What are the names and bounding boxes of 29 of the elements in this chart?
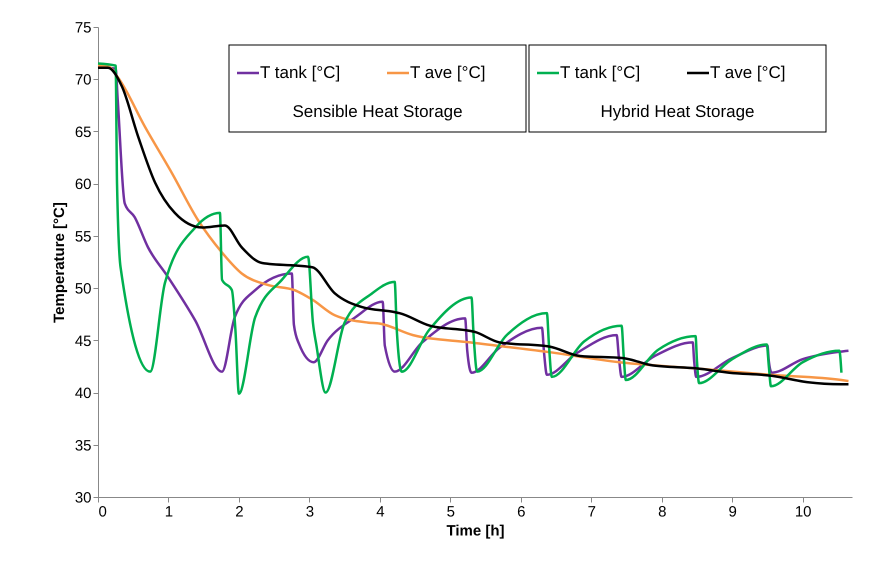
x-tick-label: 4: [376, 504, 385, 520]
y-tick-label: 45: [74, 332, 92, 350]
x-tick-label: 3: [306, 504, 314, 520]
x-tick-label: 10: [794, 504, 812, 520]
y-tick-label: 35: [74, 437, 92, 454]
x-tick-label: 8: [658, 504, 666, 520]
y-axis-title: Temperature [°C]: [50, 202, 68, 323]
annotation: Sensible Heat Storage: [292, 102, 463, 121]
x-tick-label: 1: [164, 504, 174, 520]
y-tick-label: 55: [74, 228, 92, 246]
legend-label: T ave [°C]: [410, 63, 486, 82]
y-tick-label: 65: [74, 124, 92, 141]
y-tick-label: 40: [74, 385, 92, 402]
annotation: Hybrid Heat Storage: [600, 102, 755, 121]
y-tick-label: 60: [74, 176, 92, 194]
y-tick-label: 75: [74, 20, 92, 36]
x-tick-label: 6: [517, 504, 526, 520]
legend-label: T tank [°C]: [560, 63, 640, 82]
legend-label: T tank [°C]: [260, 63, 340, 82]
legend-label: T ave [°C]: [710, 63, 786, 82]
x-axis-title: Time [h]: [446, 522, 505, 540]
x-tick-label: 9: [728, 504, 737, 520]
x-tick-label: 2: [235, 504, 244, 520]
x-tick-label: 0: [98, 504, 107, 520]
y-tick-label: 30: [74, 490, 92, 506]
y-tick-label: 50: [74, 280, 92, 298]
x-tick-label: 7: [588, 504, 596, 520]
x-tick-label: 5: [446, 504, 456, 520]
y-tick-label: 70: [74, 72, 92, 89]
